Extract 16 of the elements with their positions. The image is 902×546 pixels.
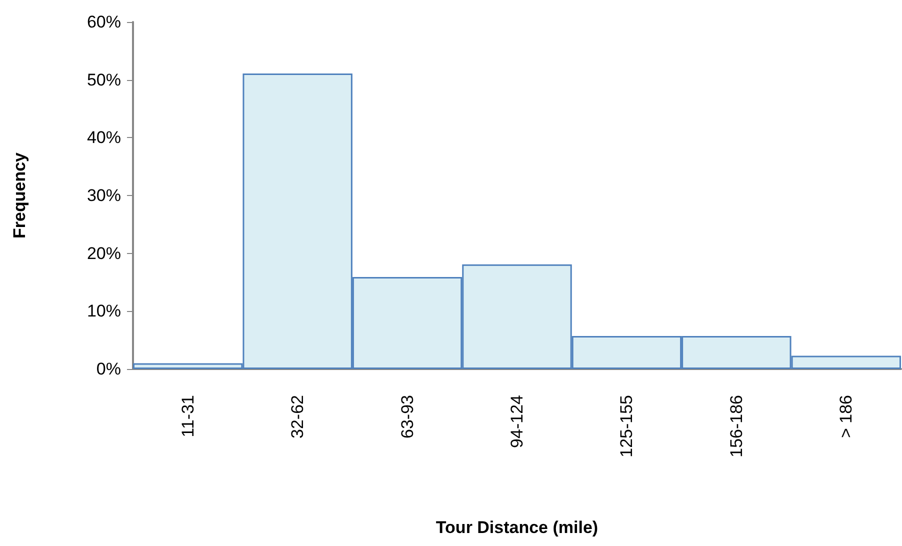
y-tick-label: 0% xyxy=(96,360,121,378)
y-tick-label: 10% xyxy=(86,302,121,321)
x-tick-label: 11-31 xyxy=(178,395,198,438)
y-tick-label: 60% xyxy=(86,12,121,32)
x-tick-label: 125-155 xyxy=(617,395,636,458)
y-tick-label: 30% xyxy=(86,186,121,205)
x-tick-label: 63-93 xyxy=(398,395,417,438)
y-axis-title: Frequency xyxy=(10,152,29,238)
x-tick-label: 156-186 xyxy=(726,395,746,458)
x-axis-title: Tour Distance (mile) xyxy=(436,518,598,537)
y-tick-label: 20% xyxy=(86,244,121,263)
x-tick-label: > 186 xyxy=(836,395,856,438)
y-tick-label: 50% xyxy=(86,70,121,90)
y-tick-label: 40% xyxy=(86,128,121,148)
x-tick-label: 94-124 xyxy=(508,395,526,448)
x-tick-label: 32-62 xyxy=(288,395,308,438)
